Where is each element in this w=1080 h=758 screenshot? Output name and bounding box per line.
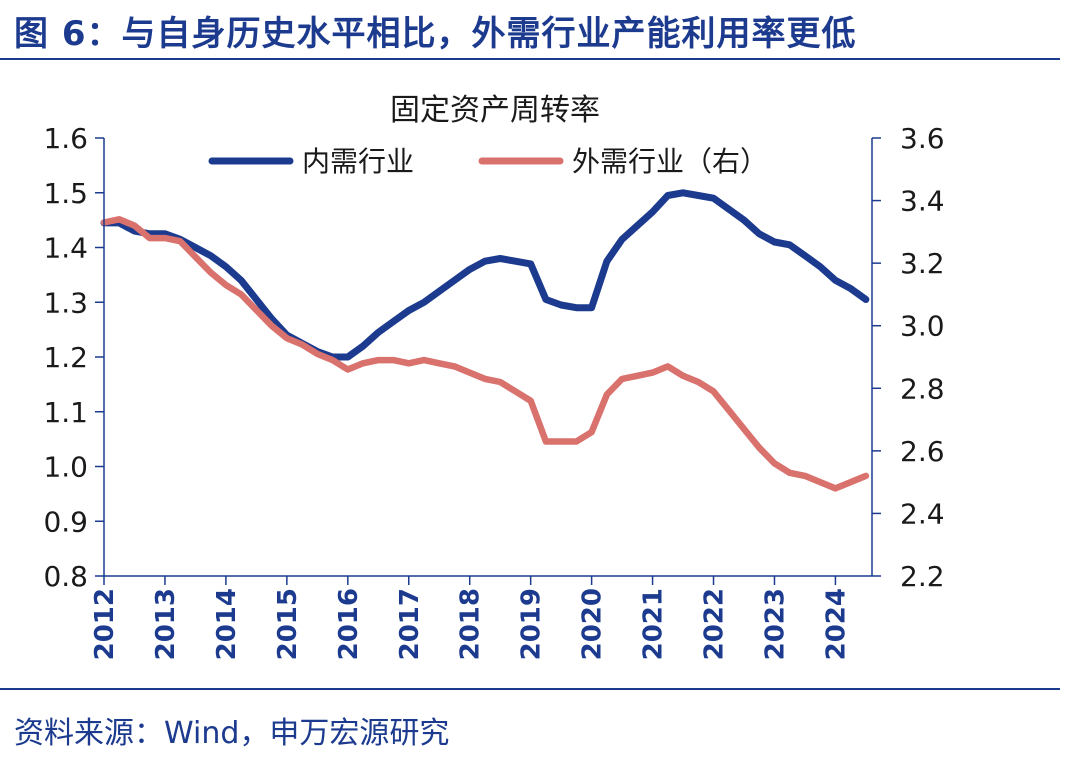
left-tick-label: 1.2	[43, 341, 88, 374]
left-tick-label: 1.5	[43, 177, 88, 210]
figure-title: 图 6：与自身历史水平相比，外需行业产能利用率更低	[14, 14, 857, 54]
series-line-domestic	[100, 189, 870, 361]
x-tick-label: 2022	[700, 588, 730, 660]
left-tick-label: 1.6	[43, 122, 88, 155]
chart: 固定资产周转率 内需行业 外需行业（右） 0.8 0.9 1.0 1.1 1.2 1.3 1…	[43, 93, 945, 660]
left-tick-label: 1.0	[43, 451, 88, 484]
series-line-external	[100, 216, 870, 492]
source-note: 资料来源：Wind，申万宏源研究	[14, 716, 450, 751]
right-tick-label: 2.4	[900, 497, 945, 530]
x-tick-label: 2017	[395, 588, 425, 660]
left-tick-label: 0.9	[43, 505, 88, 538]
x-tick-label: 2024	[821, 588, 851, 660]
x-tick-label: 2018	[456, 588, 486, 660]
x-tick-label: 2014	[212, 588, 242, 660]
x-tick-label: 2012	[90, 588, 120, 660]
x-tick-label: 2019	[517, 588, 547, 660]
top-rule	[0, 58, 1060, 60]
bottom-rule	[0, 688, 1060, 690]
x-axis-ticks: 2012 2013 2014 2015 2016 2017 2018 2019 2020 2021…	[90, 576, 851, 660]
right-tick-label: 3.4	[900, 185, 945, 218]
x-tick-label: 2015	[273, 588, 303, 660]
right-tick-label: 3.0	[900, 310, 945, 343]
right-tick-label: 3.2	[900, 247, 945, 280]
right-tick-label: 3.6	[900, 122, 945, 155]
left-tick-label: 1.4	[43, 232, 88, 265]
right-axis-ticks: 2.2 2.4 2.6 2.8 3.0 3.2 3.4 3.6	[872, 122, 945, 593]
legend-label-domestic: 内需行业	[302, 145, 414, 178]
legend: 内需行业 外需行业（右）	[208, 145, 768, 178]
legend-label-external: 外需行业（右）	[572, 145, 768, 178]
right-tick-label: 2.6	[900, 435, 945, 468]
x-tick-label: 2023	[760, 588, 790, 660]
left-axis-ticks: 0.8 0.9 1.0 1.1 1.2 1.3 1.4 1.5 1.6	[43, 122, 104, 593]
series-lines	[100, 189, 870, 492]
right-tick-label: 2.2	[900, 560, 945, 593]
right-tick-label: 2.8	[900, 372, 945, 405]
x-tick-label: 2013	[151, 588, 181, 660]
x-tick-label: 2020	[578, 588, 608, 660]
chart-title: 固定资产周转率	[390, 93, 600, 128]
left-tick-label: 1.1	[43, 396, 88, 429]
x-tick-label: 2021	[639, 588, 669, 660]
x-tick-label: 2016	[334, 588, 364, 660]
left-tick-label: 0.8	[43, 560, 88, 593]
left-tick-label: 1.3	[43, 286, 88, 319]
